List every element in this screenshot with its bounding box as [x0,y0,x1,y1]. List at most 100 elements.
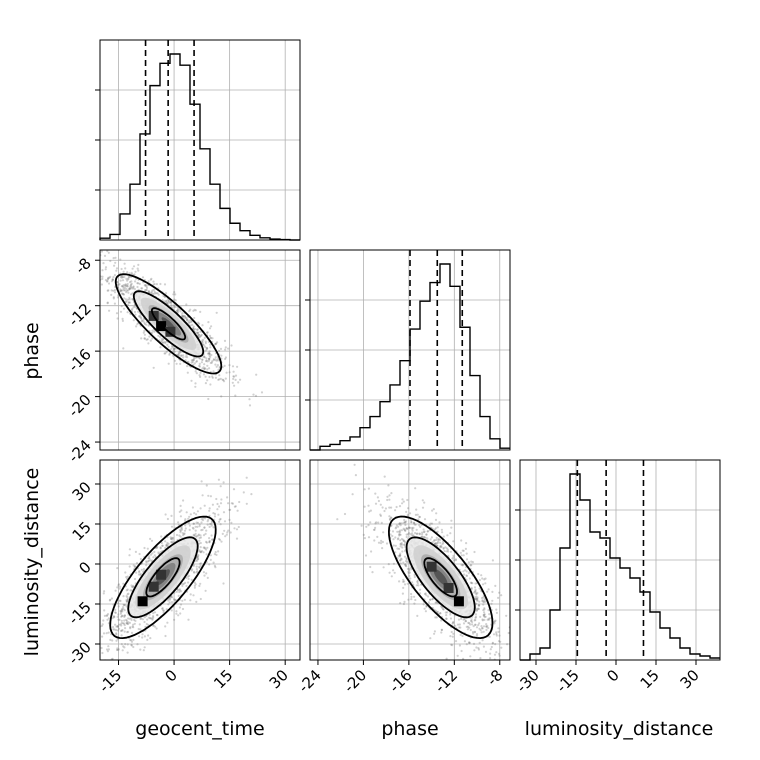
sample-point [488,635,491,638]
sample-point [388,506,391,509]
sample-point [224,535,227,538]
sample-point [187,360,190,363]
sample-point [129,285,132,288]
sample-point [398,522,401,525]
sample-point [106,301,109,304]
sample-point [186,371,189,374]
sample-point [402,602,405,606]
sample-point [170,525,174,528]
sample-point [467,572,470,575]
sample-point [187,517,190,520]
sample-point [362,533,365,537]
sample-point [174,305,177,309]
sample-point [174,299,177,302]
sample-point [122,307,126,310]
sample-point [137,627,140,631]
sample-point [463,573,466,576]
sample-point [198,523,201,526]
sample-point [204,382,207,385]
sample-point [135,571,138,574]
sample-point [390,506,393,509]
sample-point [399,542,402,546]
sample-point [422,531,425,534]
sample-point [181,584,184,588]
sample-point [178,510,181,513]
sample-point [101,275,104,278]
sample-point [117,584,120,587]
sample-point [187,321,190,324]
contour-line-3 [423,557,458,598]
sample-point [151,331,154,335]
sample-point [391,534,394,538]
sample-point [392,562,395,565]
sample-point [102,619,105,622]
sample-point [123,619,126,622]
sample-point [454,558,457,561]
sample-point [177,351,180,354]
sample-point [179,528,182,532]
sample-point [132,286,135,289]
sample-point [128,298,131,301]
sample-point [105,632,108,635]
sample-point [196,328,199,331]
sample-point [237,381,240,384]
sample-point [133,566,137,569]
sample-point [381,506,384,509]
x-axis-label-phase: phase [381,718,438,740]
sample-point [367,504,370,507]
sample-point [114,611,117,614]
sample-point [477,607,480,610]
sample-point [450,643,453,646]
sample-point [471,630,475,634]
sample-point [419,525,422,529]
sample-point [173,359,177,362]
sample-point [182,354,185,357]
sample-point [199,536,203,539]
sample-point [427,601,430,604]
sample-point [96,268,98,270]
contour-line-2 [132,290,205,358]
sample-point [198,365,201,368]
sample-point [440,628,443,632]
sample-point [454,559,457,562]
sample-point [406,527,409,531]
sample-point [114,623,117,626]
sample-point [377,499,380,503]
sample-point [172,293,175,296]
sample-point [162,609,165,612]
sample-point [435,542,438,545]
sample-point [117,629,120,632]
sample-point [392,569,395,572]
sample-point [193,584,196,587]
sample-point [212,358,215,361]
sample-point [126,289,129,292]
sample-point [487,694,489,696]
sample-point [212,561,215,564]
sample-point [435,538,438,542]
sample-point [202,338,205,341]
sample-point [122,622,125,625]
sample-point [373,528,376,531]
sample-point [171,537,175,540]
sample-point [433,630,436,633]
sample-point [472,625,475,628]
sample-point [164,634,167,638]
sample-point [219,502,223,505]
sample-point [429,522,432,525]
sample-point [203,344,206,347]
sample-point [199,550,202,554]
sample-point [144,289,148,292]
sample-point [153,330,156,333]
sample-point [211,376,214,379]
sample-point [221,532,224,536]
sample-point [407,507,410,510]
sample-point [394,536,397,539]
sample-point [205,359,208,362]
sample-point [406,582,409,585]
sample-point [418,515,421,519]
sample-point [151,292,154,295]
sample-point [175,362,178,365]
sample-point [445,550,448,553]
sample-point [142,570,145,573]
sample-point [180,354,183,358]
